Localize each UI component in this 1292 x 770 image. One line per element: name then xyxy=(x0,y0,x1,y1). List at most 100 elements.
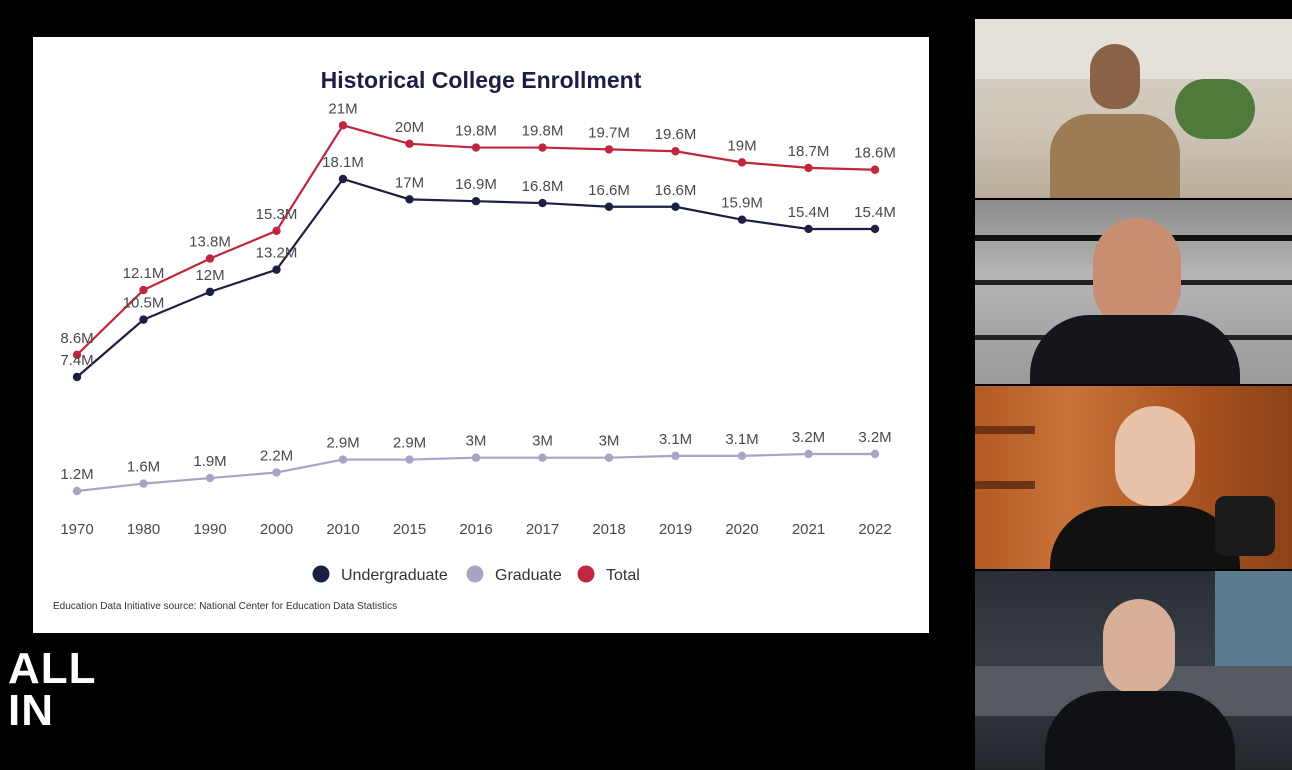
point-graduate-2000 xyxy=(272,468,281,477)
data-label-graduate-2017: 3M xyxy=(532,433,553,450)
shelf xyxy=(975,426,1035,434)
point-graduate-1990 xyxy=(205,473,215,483)
point-undergraduate-2017 xyxy=(538,198,547,208)
person-head xyxy=(1093,218,1181,328)
x-tick-1980: 1980 xyxy=(127,521,160,538)
person-body xyxy=(1030,315,1240,384)
legend-label-undergraduate: Undergraduate xyxy=(341,567,448,584)
x-tick-2018: 2018 xyxy=(592,521,625,538)
point-total-2015 xyxy=(405,139,414,149)
x-tick-2016: 2016 xyxy=(459,521,492,538)
x-tick-1990: 1990 xyxy=(193,521,226,538)
data-label-graduate-2021: 3.2M xyxy=(792,429,825,446)
point-graduate-2019 xyxy=(671,451,680,461)
chart-legend: Undergraduate Graduate Total xyxy=(312,565,640,584)
data-label-graduate-2022: 3.2M xyxy=(858,429,891,446)
data-label-undergraduate-2021: 15.4M xyxy=(788,204,830,221)
point-total-1980 xyxy=(139,285,148,295)
chart-title: Historical College Enrollment xyxy=(321,67,642,93)
data-label-total-2016: 19.8M xyxy=(455,123,497,140)
person-body xyxy=(1050,506,1240,569)
x-tick-2017: 2017 xyxy=(526,521,559,538)
point-total-1970 xyxy=(72,350,82,359)
point-graduate-2016 xyxy=(471,453,481,462)
data-label-graduate-2010: 2.9M xyxy=(326,435,359,452)
data-label-total-2000: 15.3M xyxy=(256,206,298,223)
enrollment-chart: Historical College Enrollment 8.6M 12.1M 1… xyxy=(53,67,896,612)
data-label-graduate-2019: 3.1M xyxy=(659,431,692,448)
data-label-undergraduate-1990: 12M xyxy=(195,267,224,284)
legend-marker-total xyxy=(577,565,595,583)
data-label-undergraduate-1980: 10.5M xyxy=(123,295,165,312)
point-graduate-2010 xyxy=(338,455,348,464)
point-undergraduate-2016 xyxy=(471,197,481,206)
source-note: Education Data Initiative source: Nation… xyxy=(53,601,397,612)
data-label-total-1970: 8.6M xyxy=(60,330,93,347)
point-undergraduate-2020 xyxy=(737,215,747,224)
legend-label-total: Total xyxy=(606,567,640,584)
data-label-undergraduate-2010: 18.1M xyxy=(322,154,364,171)
data-label-total-2010: 21M xyxy=(328,100,357,117)
person-body xyxy=(1045,691,1235,770)
data-label-undergraduate-2015: 17M xyxy=(395,174,424,191)
point-undergraduate-2022 xyxy=(870,224,880,234)
point-undergraduate-2010 xyxy=(338,174,348,184)
legend-marker-undergraduate xyxy=(312,565,330,583)
person-head xyxy=(1115,406,1195,506)
microphone xyxy=(1215,496,1275,556)
data-label-graduate-2016: 3M xyxy=(466,433,487,450)
data-label-graduate-2020: 3.1M xyxy=(725,431,758,448)
point-total-2019 xyxy=(671,147,680,156)
point-graduate-1970 xyxy=(72,486,82,496)
point-undergraduate-2019 xyxy=(671,202,680,211)
video-tile-4[interactable] xyxy=(975,571,1292,770)
point-graduate-2017 xyxy=(538,453,547,462)
data-label-undergraduate-2022: 15.4M xyxy=(854,204,896,221)
point-total-2017 xyxy=(538,143,547,152)
point-total-2016 xyxy=(471,143,481,152)
data-label-total-2017: 19.8M xyxy=(522,123,564,140)
data-label-total-1980: 12.1M xyxy=(123,265,165,282)
data-label-graduate-2018: 3M xyxy=(599,433,620,450)
data-label-total-2021: 18.7M xyxy=(788,143,830,160)
logo-line-1: ALL xyxy=(8,644,97,693)
point-graduate-2021 xyxy=(804,449,813,459)
point-total-2018 xyxy=(604,145,614,154)
data-label-undergraduate-2020: 15.9M xyxy=(721,195,763,212)
data-label-graduate-2015: 2.9M xyxy=(393,435,426,452)
chart-slide: Historical College Enrollment 8.6M 12.1M 1… xyxy=(33,37,929,633)
video-tile-1[interactable] xyxy=(975,19,1292,198)
x-tick-1970: 1970 xyxy=(60,521,93,538)
legend-label-graduate: Graduate xyxy=(495,567,562,584)
plant xyxy=(1175,79,1255,139)
person-body xyxy=(1050,114,1180,198)
point-graduate-2020 xyxy=(737,451,747,461)
point-graduate-2022 xyxy=(870,449,880,459)
x-tick-2020: 2020 xyxy=(725,521,758,538)
data-label-total-2018: 19.7M xyxy=(588,124,630,141)
data-label-undergraduate-2016: 16.9M xyxy=(455,176,497,193)
point-undergraduate-1970 xyxy=(72,372,82,382)
point-undergraduate-2018 xyxy=(604,202,614,211)
data-label-undergraduate-2018: 16.6M xyxy=(588,182,630,199)
data-label-undergraduate-1970: 7.4M xyxy=(60,352,93,369)
point-graduate-2018 xyxy=(604,453,614,462)
shelf xyxy=(975,481,1035,489)
data-label-graduate-1970: 1.2M xyxy=(60,466,93,483)
video-tile-2[interactable] xyxy=(975,200,1292,384)
data-label-total-2015: 20M xyxy=(395,119,424,136)
x-tick-2022: 2022 xyxy=(858,521,891,538)
video-tile-3[interactable] xyxy=(975,386,1292,569)
point-graduate-2015 xyxy=(405,455,414,464)
point-undergraduate-1990 xyxy=(205,287,215,297)
window xyxy=(1215,571,1292,681)
data-label-total-2019: 19.6M xyxy=(655,126,697,143)
data-label-total-1990: 13.8M xyxy=(189,234,231,251)
data-label-graduate-2000: 2.2M xyxy=(260,448,293,465)
data-label-undergraduate-2000: 13.2M xyxy=(256,245,298,262)
legend-marker-graduate xyxy=(466,565,484,583)
data-label-total-2022: 18.6M xyxy=(854,145,896,162)
point-undergraduate-2015 xyxy=(405,195,414,204)
logo-line-2: IN xyxy=(8,686,54,735)
data-label-total-2020: 19M xyxy=(727,137,756,154)
